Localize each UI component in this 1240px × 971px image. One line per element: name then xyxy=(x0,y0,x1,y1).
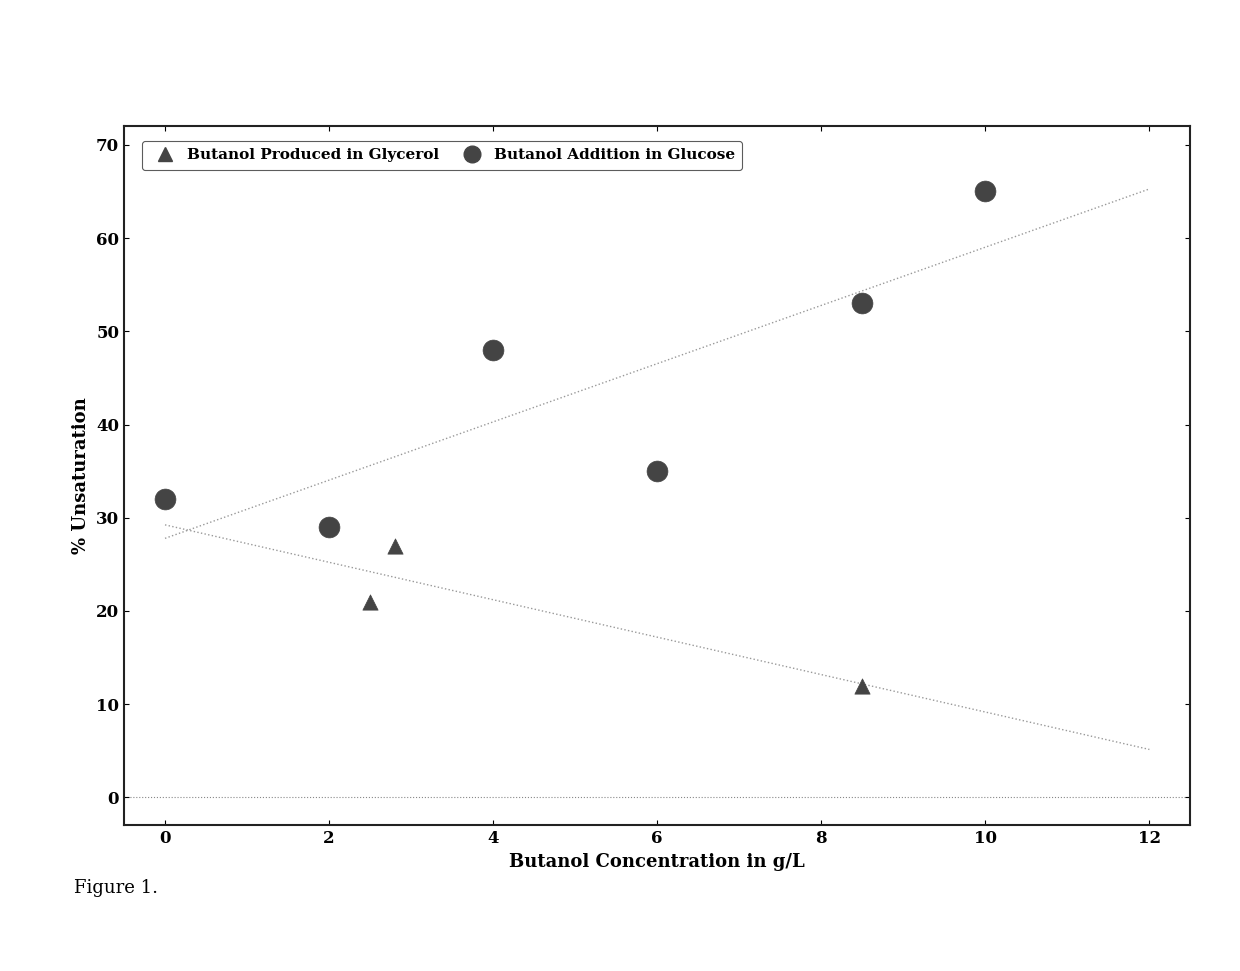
Y-axis label: % Unsaturation: % Unsaturation xyxy=(72,397,91,554)
Point xyxy=(647,463,667,479)
Legend: Butanol Produced in Glycerol, Butanol Addition in Glucose: Butanol Produced in Glycerol, Butanol Ad… xyxy=(143,141,743,170)
Point xyxy=(484,342,503,357)
X-axis label: Butanol Concentration in g/L: Butanol Concentration in g/L xyxy=(510,853,805,871)
Point xyxy=(384,538,404,553)
Point xyxy=(976,184,996,199)
Point xyxy=(319,519,339,535)
Point xyxy=(852,295,872,311)
Point xyxy=(155,491,175,507)
Point xyxy=(360,594,379,610)
Text: Figure 1.: Figure 1. xyxy=(74,879,159,897)
Point xyxy=(852,678,872,693)
